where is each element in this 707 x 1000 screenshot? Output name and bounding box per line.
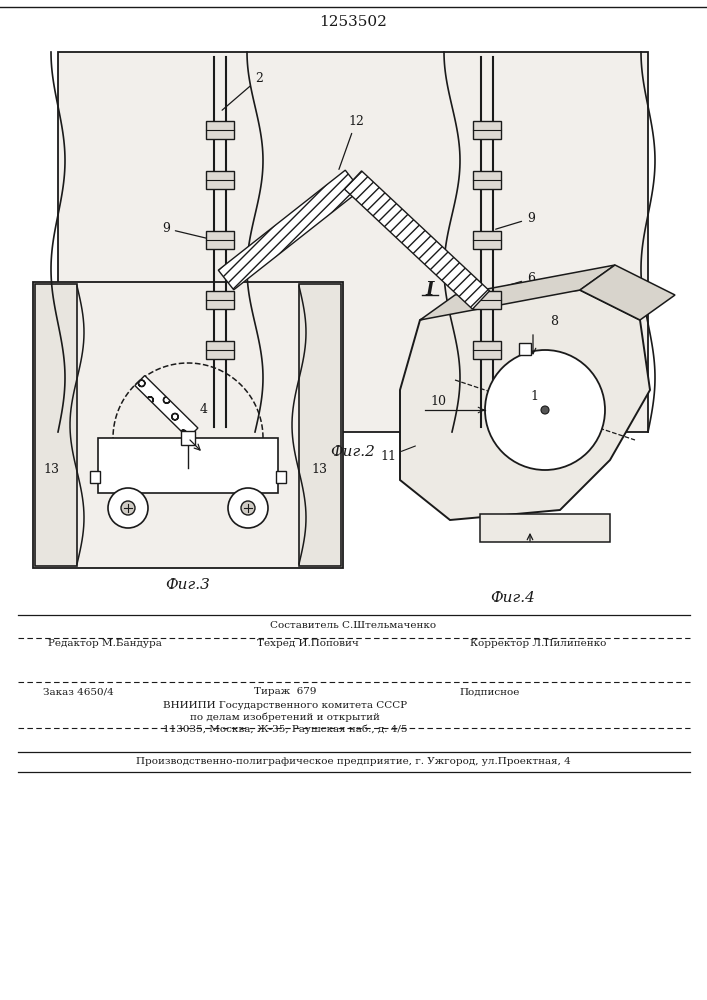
Bar	[98, 438, 278, 493]
Bar	[206, 231, 234, 249]
Bar	[473, 341, 501, 359]
Text: 13: 13	[43, 463, 59, 476]
Text: 10: 10	[430, 395, 446, 408]
Text: ВНИИПИ Государственного комитета СССР: ВНИИПИ Государственного комитета СССР	[163, 700, 407, 710]
Bar	[206, 171, 234, 189]
Circle shape	[485, 350, 605, 470]
Text: 1253502: 1253502	[319, 15, 387, 29]
Bar	[519, 343, 531, 355]
Circle shape	[541, 406, 549, 414]
Circle shape	[108, 488, 148, 528]
Bar	[90, 471, 100, 483]
Polygon shape	[420, 265, 615, 320]
Text: 11: 11	[380, 446, 416, 463]
Text: 13: 13	[311, 463, 327, 476]
Text: Подписное: Подписное	[460, 688, 520, 696]
Bar	[33, 282, 343, 568]
Bar	[206, 121, 234, 139]
Bar	[473, 121, 501, 139]
Bar	[35, 284, 77, 566]
Circle shape	[241, 501, 255, 515]
Bar	[473, 291, 501, 309]
Bar	[299, 284, 341, 566]
Text: по делам изобретений и открытий: по делам изобретений и открытий	[190, 712, 380, 722]
Text: Производственно-полиграфическое предприятие, г. Ужгород, ул.Проектная, 4: Производственно-полиграфическое предприя…	[136, 758, 571, 766]
Bar	[206, 341, 234, 359]
Text: Заказ 4650/4: Заказ 4650/4	[42, 688, 113, 696]
Bar	[473, 231, 501, 249]
Text: 12: 12	[339, 115, 364, 169]
Text: 9: 9	[496, 212, 535, 229]
Text: I: I	[426, 281, 434, 299]
Text: 9: 9	[162, 222, 211, 239]
Text: 2: 2	[222, 72, 263, 110]
Text: 6: 6	[496, 272, 535, 289]
Polygon shape	[400, 290, 650, 520]
Polygon shape	[218, 170, 361, 290]
Text: Фиг.2: Фиг.2	[331, 445, 375, 459]
Text: Техред И.Попович: Техред И.Попович	[257, 639, 359, 648]
Text: 1: 1	[530, 390, 538, 403]
Bar	[58, 52, 648, 432]
Circle shape	[121, 501, 135, 515]
Text: Составитель С.Штельмаченко: Составитель С.Штельмаченко	[270, 620, 436, 630]
Text: 4: 4	[200, 403, 208, 416]
Text: Редактор М.Бандура: Редактор М.Бандура	[48, 639, 162, 648]
Polygon shape	[344, 171, 489, 309]
Text: 113035, Москва, Ж-35, Раушская наб., д. 4/5: 113035, Москва, Ж-35, Раушская наб., д. …	[163, 724, 407, 734]
Text: Фиг.4: Фиг.4	[491, 591, 535, 605]
Text: Тираж  679: Тираж 679	[254, 688, 316, 696]
Bar	[206, 291, 234, 309]
Text: Корректор Л.Пилипенко: Корректор Л.Пилипенко	[470, 639, 606, 648]
Bar	[276, 471, 286, 483]
Text: Фиг.3: Фиг.3	[165, 578, 211, 592]
Bar	[473, 171, 501, 189]
Circle shape	[228, 488, 268, 528]
Polygon shape	[580, 265, 675, 320]
Bar	[181, 431, 195, 445]
Bar	[480, 514, 610, 542]
Polygon shape	[135, 376, 198, 438]
Text: 8: 8	[550, 315, 558, 328]
